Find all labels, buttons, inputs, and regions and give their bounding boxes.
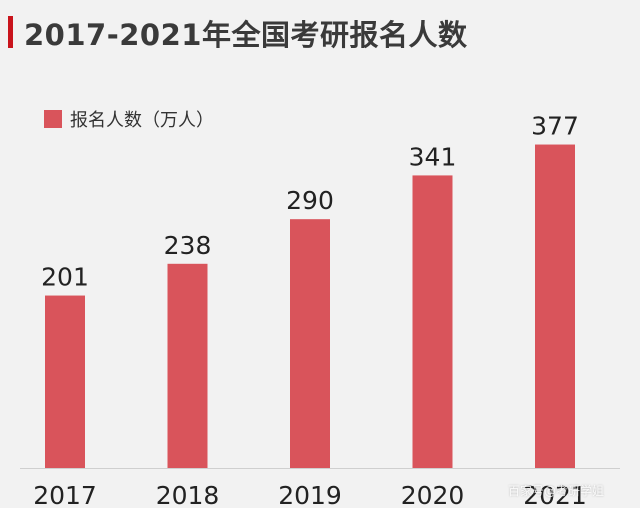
x-tick-label-2020: 2020 [401, 481, 465, 508]
title-accent-bar [8, 16, 13, 48]
legend-swatch [44, 110, 62, 128]
bar-2019 [290, 219, 330, 468]
x-tick-label-2017: 2017 [33, 481, 97, 508]
watermark: 百家号@考研学姐 [508, 484, 605, 498]
x-tick-label-2019: 2019 [278, 481, 342, 508]
data-label-2020: 341 [409, 142, 457, 171]
x-tick-label-2018: 2018 [156, 481, 220, 508]
bar-2021 [535, 144, 575, 468]
data-label-2019: 290 [286, 186, 334, 215]
legend: 报名人数（万人） [44, 106, 214, 132]
bar-2018 [167, 263, 208, 468]
x-tick-label-2021: 2021 [523, 481, 587, 508]
data-label-2018: 238 [164, 231, 212, 260]
bar-2017 [45, 295, 85, 468]
chart-title: 2017-2021年全国考研报名人数 [24, 18, 468, 52]
data-label-2017: 201 [41, 263, 89, 292]
legend-label: 报名人数（万人） [70, 110, 214, 131]
bar-2020 [412, 175, 453, 468]
data-label-2021: 377 [531, 112, 579, 141]
